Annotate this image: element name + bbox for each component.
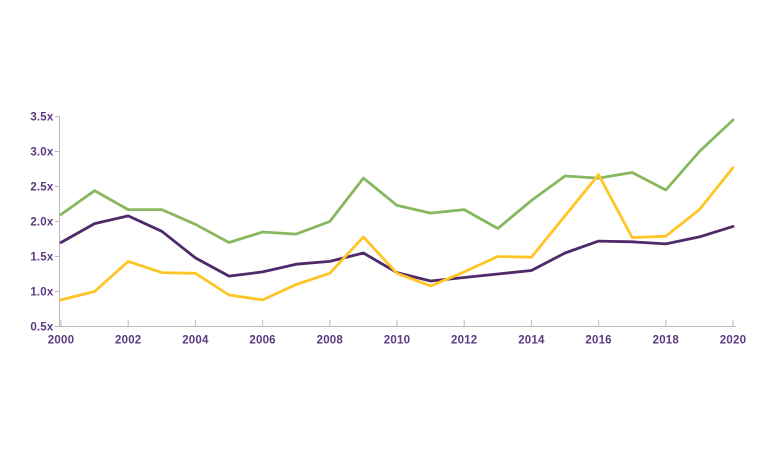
x-axis-label: 2010 (384, 335, 410, 347)
y-axis-label: 1.0x (30, 287, 54, 299)
y-axis-label: 3.0x (30, 147, 54, 159)
x-axis-label: 2004 (182, 335, 209, 347)
series-line-green-series (59, 118, 735, 244)
x-axis-label: 2008 (317, 335, 344, 347)
x-axis-label: 2014 (518, 335, 545, 347)
x-axis-label: 2002 (115, 335, 141, 347)
series-line-yellow-series (59, 166, 735, 302)
y-axis-label: 2.0x (30, 217, 54, 229)
x-axis-label: 2016 (585, 335, 611, 347)
x-axis-label: 2012 (451, 335, 477, 347)
x-axis-label: 2000 (48, 335, 74, 347)
y-axis-label: 0.5x (30, 322, 54, 334)
y-axis-label: 2.5x (30, 182, 54, 194)
x-axis-label: 2020 (720, 335, 746, 347)
x-axis-label: 2006 (249, 335, 275, 347)
y-axis-label: 3.5x (30, 112, 54, 124)
x-axis-label: 2018 (653, 335, 680, 347)
y-axis-label: 1.5x (30, 252, 54, 264)
